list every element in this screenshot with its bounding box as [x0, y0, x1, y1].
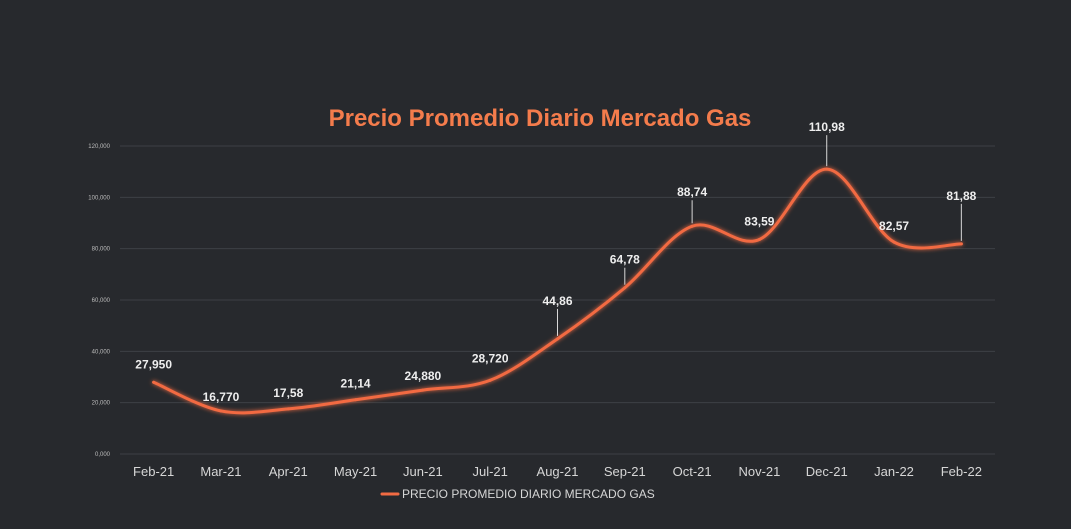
- data-point: [757, 237, 761, 241]
- y-tick-label: 100,000: [88, 195, 110, 201]
- x-tick-label: Jan-22: [874, 464, 914, 479]
- x-tick-label: Sep-21: [604, 464, 646, 479]
- y-tick-label: 40,000: [92, 349, 111, 355]
- y-tick-label: 20,000: [92, 401, 111, 407]
- data-point: [623, 286, 627, 290]
- data-label: 28,720: [472, 351, 509, 365]
- data-point: [152, 380, 156, 384]
- data-point: [690, 224, 694, 228]
- data-label: 110,98: [809, 120, 845, 134]
- x-tick-label: Apr-21: [269, 464, 308, 479]
- data-point: [354, 398, 358, 402]
- x-tick-label: Mar-21: [200, 464, 241, 479]
- x-tick-label: Nov-21: [738, 464, 780, 479]
- data-label: 24,880: [405, 369, 442, 383]
- x-tick-label: Jun-21: [403, 464, 443, 479]
- x-tick-label: Aug-21: [537, 464, 579, 479]
- data-point: [825, 167, 829, 171]
- data-point: [892, 240, 896, 244]
- y-tick-label: 60,000: [92, 298, 111, 304]
- y-tick-label: 120,000: [88, 144, 110, 150]
- data-label: 21,14: [341, 377, 371, 391]
- data-label: 44,86: [542, 294, 572, 308]
- data-label: 83,59: [744, 214, 774, 228]
- x-tick-label: Dec-21: [806, 464, 848, 479]
- data-point: [286, 407, 290, 411]
- data-point: [421, 388, 425, 392]
- data-label: 17,58: [273, 386, 303, 400]
- x-tick-label: Jul-21: [472, 464, 507, 479]
- x-tick-label: Oct-21: [673, 464, 712, 479]
- legend-label: PRECIO PROMEDIO DIARIO MERCADO GAS: [402, 487, 655, 501]
- legend: PRECIO PROMEDIO DIARIO MERCADO GAS: [380, 487, 655, 501]
- y-tick-label: 80,000: [92, 247, 111, 253]
- x-tick-label: Feb-22: [941, 464, 982, 479]
- data-label: 81,88: [946, 189, 976, 203]
- x-tick-label: Feb-21: [133, 464, 174, 479]
- y-axis-ticks: 0,000 20,000 40,000 60,000 80,000 100,000 120,…: [88, 144, 110, 458]
- series-line: [152, 167, 963, 415]
- x-axis-ticks: Feb-21 Mar-21 Apr-21 May-21 Jun-21 Jul-21 Aug-…: [133, 464, 982, 479]
- data-label: 88,74: [677, 185, 707, 199]
- series-line-layer: [152, 167, 963, 415]
- grid-lines: [120, 145, 995, 455]
- y-tick-label: 0,000: [95, 452, 111, 458]
- chart-title: Precio Promedio Diario Mercado Gas: [329, 105, 752, 132]
- x-tick-label: May-21: [334, 464, 377, 479]
- data-label: 82,57: [879, 219, 909, 233]
- data-point: [219, 409, 223, 413]
- data-label: 16,770: [203, 390, 240, 404]
- data-label: 64,78: [610, 253, 640, 267]
- data-point: [488, 378, 492, 382]
- data-point: [959, 242, 963, 246]
- data-point: [556, 337, 559, 341]
- data-label: 27,950: [135, 357, 172, 371]
- data-labels: 27,950 16,770 17,58 21,14 24,880 28,720 44,86 6…: [135, 120, 976, 404]
